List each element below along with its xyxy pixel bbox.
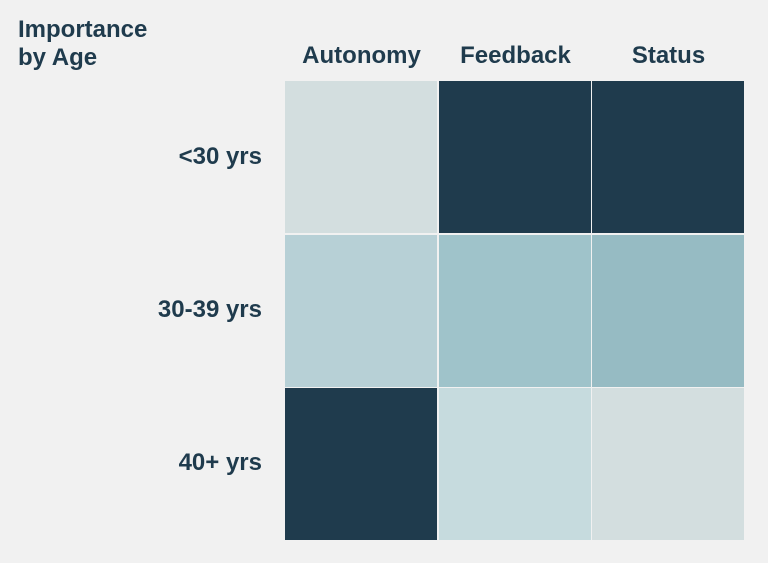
heatmap-cell	[592, 388, 744, 540]
row-label-40-plus: 40+ yrs	[178, 449, 262, 476]
row-label-under-30: <30 yrs	[178, 143, 262, 170]
column-label-feedback: Feedback	[460, 42, 571, 69]
heatmap-cell	[285, 81, 437, 233]
column-label-status: Status	[631, 42, 706, 69]
heatmap-cell	[439, 388, 591, 540]
heatmap-cell	[592, 235, 744, 387]
heatmap-cell	[285, 388, 437, 540]
heatmap-cell	[592, 81, 744, 233]
chart-title: Importance by Age	[18, 16, 148, 71]
heatmap-cell	[285, 235, 437, 387]
heatmap-cell	[439, 81, 591, 233]
row-label-30-39: 30-39 yrs	[157, 296, 262, 323]
heatmap-cell	[439, 235, 591, 387]
column-label-autonomy: Autonomy	[302, 42, 421, 69]
